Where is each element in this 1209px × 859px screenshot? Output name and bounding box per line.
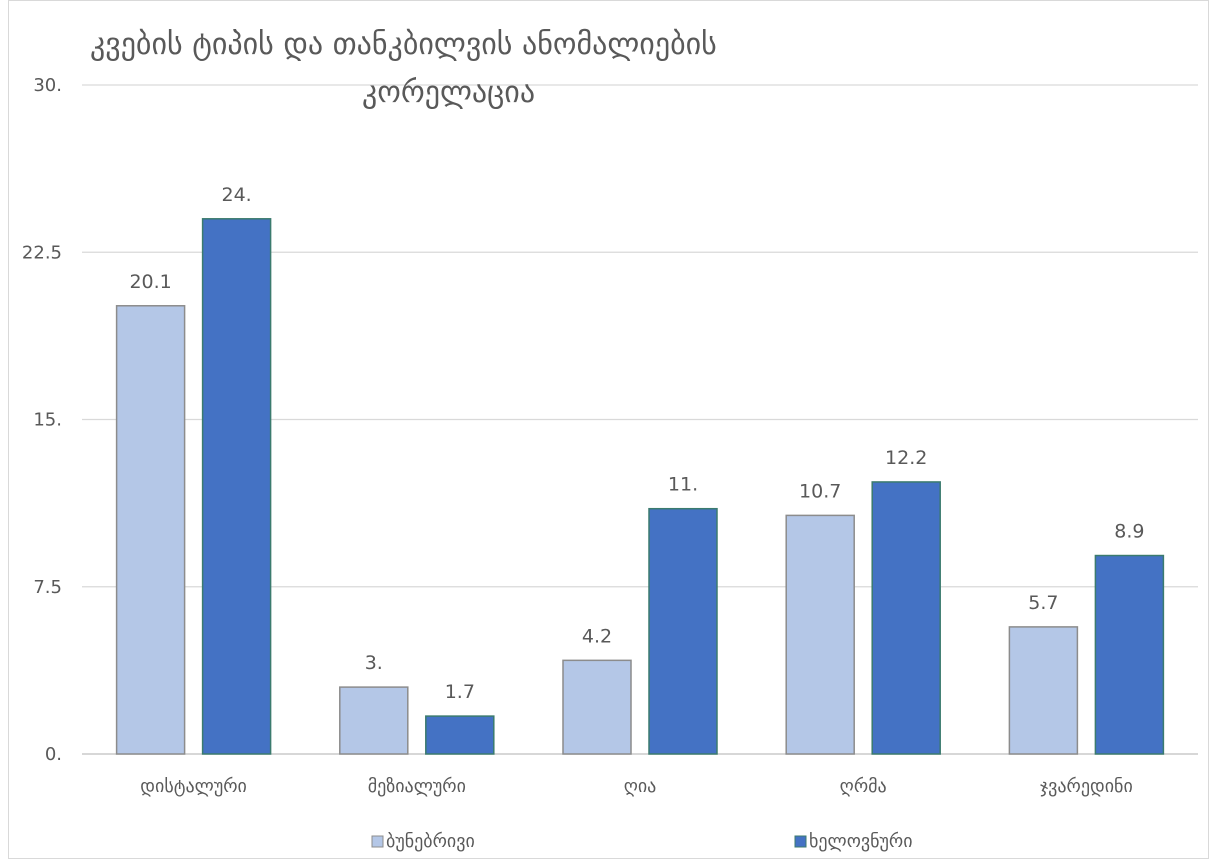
data-label: 5.7 (1028, 592, 1058, 614)
bar-artificial-3 (871, 481, 941, 755)
chart-title-line-1: კვების ტიპის და თანკბილვის ანომალიების (90, 27, 717, 62)
x-axis-categories: დისტალური მეზიალური ღია ღრმა ჯვარედინი (140, 776, 1132, 797)
data-labels: 20.1 24. 3. 1.7 4.2 11. 10.7 12.2 5.7 8.9 (129, 184, 1144, 703)
y-tick-label: 0. (45, 744, 62, 765)
x-category-label: მეზიალური (368, 776, 466, 797)
y-axis-ticks: 0. 7.5 15. 22.5 30. (22, 75, 62, 765)
data-label: 20.1 (129, 271, 171, 293)
legend-label: ბუნებრივი (386, 831, 475, 852)
bar-natural-3 (785, 514, 855, 755)
x-category-label: ღია (624, 776, 657, 797)
data-label: 24. (221, 184, 251, 206)
data-label: 8.9 (1114, 521, 1144, 543)
legend-label: ხელოვნური (809, 831, 913, 852)
legend-swatch (371, 835, 384, 848)
bars (115, 218, 1165, 755)
chart-title: კვების ტიპის და თანკბილვის ანომალიების კ… (90, 27, 717, 110)
x-category-label: დისტალური (140, 776, 247, 797)
bar-artificial-4 (1094, 554, 1165, 755)
y-tick-label: 15. (33, 410, 62, 431)
bar-artificial-1 (425, 715, 495, 755)
legend: ბუნებრივი ხელოვნური (371, 831, 913, 852)
bar-natural-1 (339, 686, 409, 755)
data-label: 12.2 (885, 447, 927, 469)
x-category-label: ჯვარედინი (1040, 776, 1133, 797)
chart-title-line-2: კორელაცია (362, 75, 535, 110)
x-category-label: ღრმა (840, 776, 887, 797)
data-label: 1.7 (445, 681, 475, 703)
y-tick-label: 22.5 (22, 242, 62, 263)
data-label: 4.2 (582, 625, 612, 647)
bar-natural-4 (1008, 626, 1079, 755)
data-label: 11. (668, 474, 698, 496)
legend-swatch (794, 835, 807, 848)
y-tick-label: 30. (33, 75, 62, 96)
bar-natural-0 (115, 305, 186, 755)
bar-artificial-2 (648, 507, 718, 755)
bar-natural-2 (562, 659, 632, 755)
bar-artificial-0 (201, 218, 272, 755)
data-label: 10.7 (799, 480, 841, 502)
data-label: 3. (365, 652, 383, 674)
y-tick-label: 7.5 (33, 577, 62, 598)
